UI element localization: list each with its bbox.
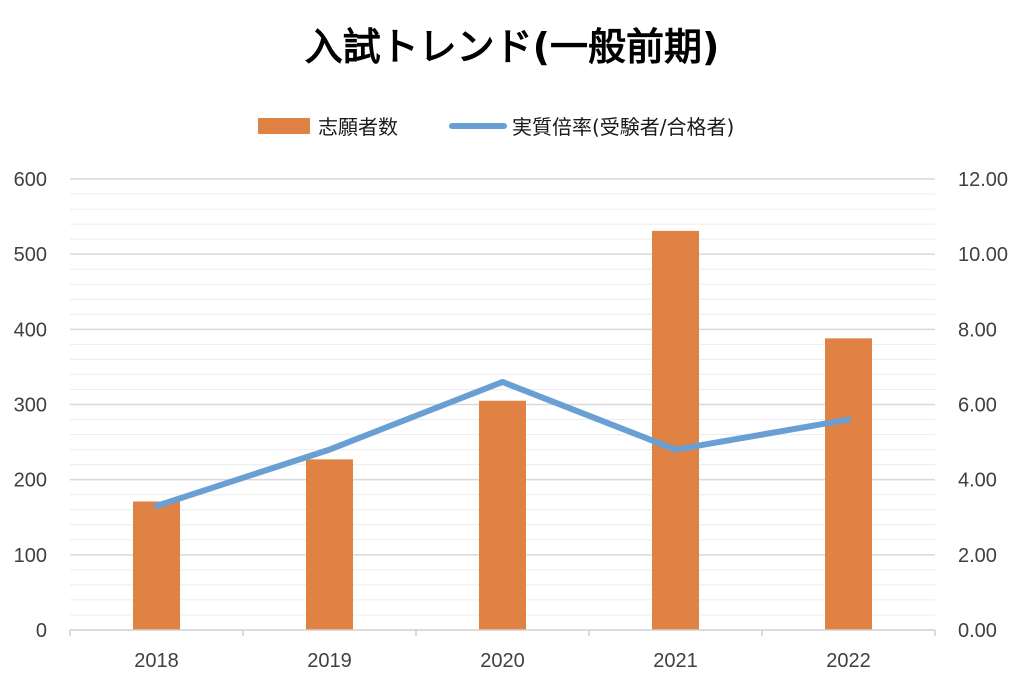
y-right-tick-label: 6.00: [958, 395, 997, 417]
y-left-tick-label: 600: [14, 169, 47, 191]
x-tick-label: 2021: [653, 650, 698, 672]
y-right-tick-label: 10.00: [958, 244, 1008, 266]
y-right-tick-label: 2.00: [958, 545, 997, 567]
y-right-tick-label: 4.00: [958, 470, 997, 492]
line-series: [153, 378, 852, 509]
y-left-tick-label: 400: [14, 319, 47, 341]
legend-label-applicants: 志願者数: [318, 115, 398, 139]
y-left-tick-label: 200: [14, 470, 47, 492]
bar-2018: [133, 501, 180, 630]
tick-labels: 0 100 200 300 400 500 600 0.00 2.00 4.00 6.00 8.00 1…: [14, 169, 1008, 672]
chart-title: 入試トレンド(一般前期): [305, 25, 720, 69]
legend-label-ratio: 実質倍率(受験者/合格者): [512, 115, 734, 139]
y-right-tick-label: 8.00: [958, 319, 997, 341]
legend: 志願者数 実質倍率(受験者/合格者): [258, 115, 734, 139]
bar-series: [133, 230, 872, 631]
ratio-line: [153, 378, 852, 509]
bar-2020: [479, 400, 526, 630]
bar-2021: [652, 230, 699, 631]
y-right-tick-label: 12.00: [958, 169, 1008, 191]
legend-swatch-applicants: [258, 118, 310, 134]
y-left-tick-label: 300: [14, 395, 47, 417]
bar-2022: [825, 338, 872, 630]
x-tick-label: 2018: [134, 650, 179, 672]
x-tick-label: 2019: [307, 650, 352, 672]
x-tick-label: 2020: [480, 650, 525, 672]
x-tick-label: 2022: [826, 650, 871, 672]
bar-2019: [306, 459, 353, 630]
y-right-tick-label: 0.00: [958, 620, 997, 642]
y-left-tick-label: 500: [14, 244, 47, 266]
x-axis: [69, 629, 936, 636]
y-left-tick-label: 100: [14, 545, 47, 567]
y-left-tick-label: 0: [36, 620, 47, 642]
